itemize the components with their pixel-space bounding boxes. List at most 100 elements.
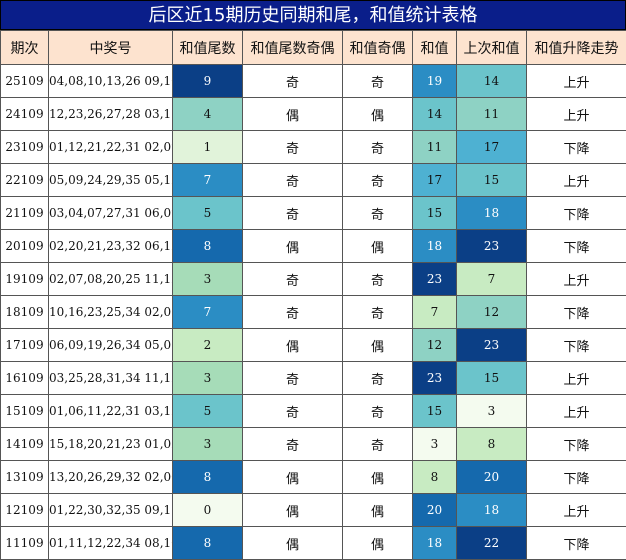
cell-numbers: 05,09,24,29,35 05,12	[49, 164, 173, 197]
cell-trend: 上升	[527, 65, 626, 98]
cell-issue: 25109	[1, 65, 49, 98]
header-sum-parity: 和值奇偶	[343, 31, 413, 65]
cell-sum: 7	[413, 296, 457, 329]
cell-trend: 上升	[527, 98, 626, 131]
cell-sum-parity: 奇	[343, 395, 413, 428]
cell-tail-parity: 偶	[243, 230, 343, 263]
cell-numbers: 10,16,23,25,34 02,05	[49, 296, 173, 329]
cell-sum: 11	[413, 131, 457, 164]
cell-issue: 17109	[1, 329, 49, 362]
cell-tail-parity: 偶	[243, 461, 343, 494]
cell-tail-parity: 奇	[243, 263, 343, 296]
cell-tail-parity: 奇	[243, 197, 343, 230]
cell-tail: 7	[173, 296, 243, 329]
cell-sum-parity: 奇	[343, 296, 413, 329]
cell-tail: 2	[173, 329, 243, 362]
cell-trend: 下降	[527, 428, 626, 461]
cell-issue: 16109	[1, 362, 49, 395]
cell-prev-sum: 14	[457, 65, 527, 98]
cell-tail: 7	[173, 164, 243, 197]
cell-tail: 4	[173, 98, 243, 131]
cell-numbers: 06,09,19,26,34 05,07	[49, 329, 173, 362]
cell-sum-parity: 偶	[343, 461, 413, 494]
cell-trend: 下降	[527, 329, 626, 362]
cell-tail: 5	[173, 197, 243, 230]
cell-tail-parity: 偶	[243, 527, 343, 560]
cell-issue: 19109	[1, 263, 49, 296]
header-tail-parity: 和值尾数奇偶	[243, 31, 343, 65]
cell-sum: 18	[413, 527, 457, 560]
cell-sum-parity: 偶	[343, 98, 413, 131]
header-numbers: 中奖号	[49, 31, 173, 65]
header-row: 期次 中奖号 和值尾数 和值尾数奇偶 和值奇偶 和值 上次和值 和值升降走势	[1, 31, 626, 65]
cell-sum-parity: 奇	[343, 65, 413, 98]
cell-tail: 1	[173, 131, 243, 164]
cell-prev-sum: 23	[457, 230, 527, 263]
stats-table: 期次 中奖号 和值尾数 和值尾数奇偶 和值奇偶 和值 上次和值 和值升降走势 2…	[0, 30, 626, 560]
cell-sum: 15	[413, 197, 457, 230]
cell-trend: 下降	[527, 230, 626, 263]
cell-prev-sum: 17	[457, 131, 527, 164]
cell-prev-sum: 11	[457, 98, 527, 131]
header-tail: 和值尾数	[173, 31, 243, 65]
cell-trend: 下降	[527, 461, 626, 494]
cell-sum: 12	[413, 329, 457, 362]
cell-issue: 15109	[1, 395, 49, 428]
cell-trend: 下降	[527, 527, 626, 560]
cell-sum: 23	[413, 362, 457, 395]
cell-numbers: 03,25,28,31,34 11,12	[49, 362, 173, 395]
cell-prev-sum: 15	[457, 362, 527, 395]
cell-tail-parity: 奇	[243, 362, 343, 395]
cell-tail: 0	[173, 494, 243, 527]
cell-tail: 9	[173, 65, 243, 98]
cell-numbers: 02,07,08,20,25 11,12	[49, 263, 173, 296]
cell-numbers: 13,20,26,29,32 02,06	[49, 461, 173, 494]
cell-trend: 上升	[527, 362, 626, 395]
cell-sum: 20	[413, 494, 457, 527]
cell-prev-sum: 15	[457, 164, 527, 197]
cell-sum-parity: 偶	[343, 494, 413, 527]
header-sum: 和值	[413, 31, 457, 65]
cell-sum-parity: 偶	[343, 527, 413, 560]
cell-sum: 14	[413, 98, 457, 131]
cell-trend: 下降	[527, 296, 626, 329]
cell-issue: 18109	[1, 296, 49, 329]
cell-trend: 下降	[527, 197, 626, 230]
cell-trend: 上升	[527, 494, 626, 527]
cell-sum: 19	[413, 65, 457, 98]
cell-issue: 21109	[1, 197, 49, 230]
cell-prev-sum: 23	[457, 329, 527, 362]
cell-prev-sum: 3	[457, 395, 527, 428]
cell-issue: 12109	[1, 494, 49, 527]
cell-trend: 上升	[527, 263, 626, 296]
cell-tail-parity: 奇	[243, 65, 343, 98]
cell-sum-parity: 奇	[343, 131, 413, 164]
cell-numbers: 15,18,20,21,23 01,02	[49, 428, 173, 461]
cell-tail: 3	[173, 362, 243, 395]
cell-sum: 17	[413, 164, 457, 197]
table-title: 后区近15期历史同期和尾，和值统计表格	[0, 0, 626, 30]
cell-issue: 20109	[1, 230, 49, 263]
cell-sum: 18	[413, 230, 457, 263]
cell-tail: 3	[173, 428, 243, 461]
cell-tail-parity: 奇	[243, 164, 343, 197]
cell-sum-parity: 奇	[343, 428, 413, 461]
cell-numbers: 12,23,26,27,28 03,11	[49, 98, 173, 131]
cell-trend: 上升	[527, 395, 626, 428]
cell-sum-parity: 奇	[343, 362, 413, 395]
cell-sum: 8	[413, 461, 457, 494]
cell-numbers: 01,22,30,32,35 09,11	[49, 494, 173, 527]
cell-prev-sum: 7	[457, 263, 527, 296]
